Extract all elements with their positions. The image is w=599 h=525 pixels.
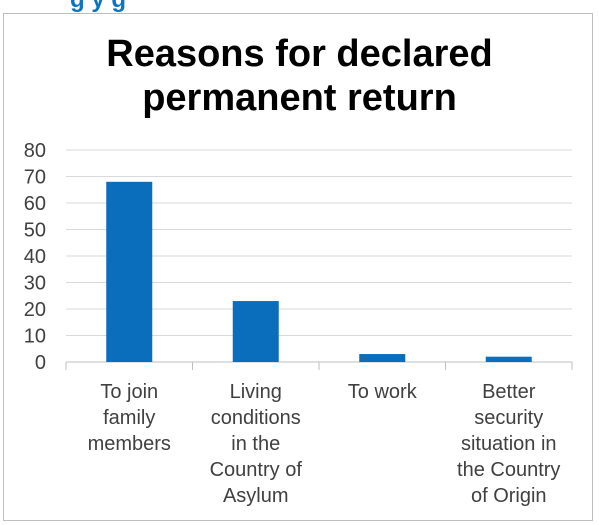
category-label: situation in (461, 433, 557, 455)
bar (359, 354, 406, 362)
category-label: members (88, 433, 171, 455)
chart-title-line-1: Reasons for declared (106, 33, 493, 75)
y-tick-label: 10 (24, 326, 46, 348)
category-label: To join (100, 381, 158, 403)
category-label: of Origin (471, 485, 547, 507)
category-label: Better (482, 381, 536, 403)
category-label: in the (231, 433, 280, 455)
y-tick-label: 50 (24, 220, 46, 242)
category-label: family (103, 407, 155, 429)
top-strip: g y g (0, 0, 599, 13)
category-label: Country of (210, 459, 303, 481)
bar (485, 356, 532, 362)
top-strip-text: g y g (70, 0, 126, 13)
category-label: Asylum (223, 485, 289, 507)
bar (106, 181, 153, 362)
bar (232, 301, 279, 362)
y-tick-label: 60 (24, 193, 46, 215)
y-tick-label: 40 (24, 246, 46, 268)
y-tick-label: 80 (24, 140, 46, 162)
category-label: security (474, 407, 543, 429)
category-label: Living (230, 381, 282, 403)
chart-frame (3, 13, 593, 521)
y-tick-label: 30 (24, 273, 46, 295)
y-tick-label: 70 (24, 167, 46, 189)
category-label: the Country (457, 459, 560, 481)
y-tick-label: 20 (24, 299, 46, 321)
chart-title-line-2: permanent return (142, 77, 457, 119)
y-tick-label: 0 (35, 352, 46, 374)
chart-title: Reasons for declared permanent return (0, 32, 599, 120)
category-label: To work (348, 381, 418, 403)
category-label: conditions (211, 407, 301, 429)
